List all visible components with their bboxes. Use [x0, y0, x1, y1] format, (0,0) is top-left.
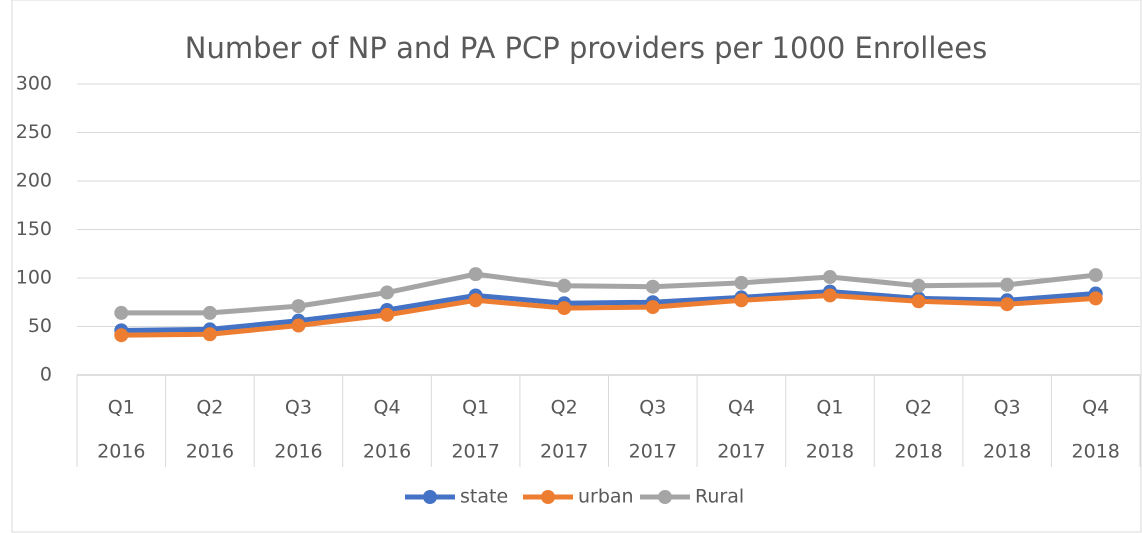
data-point [1088, 268, 1103, 283]
data-point [291, 299, 306, 314]
data-point [202, 305, 217, 320]
data-point [291, 318, 306, 333]
x-tick-label: 2017 [629, 441, 677, 463]
y-tick-label: 200 [16, 170, 52, 192]
legend-label: state [460, 486, 508, 508]
data-point [380, 307, 395, 322]
y-tick-label: 100 [16, 267, 52, 289]
data-point [911, 294, 926, 309]
x-tick-label: Q1 [816, 397, 843, 419]
series-line [121, 271, 1096, 316]
data-point [114, 305, 129, 320]
data-point [380, 285, 395, 300]
x-tick-label: Q3 [994, 397, 1021, 419]
x-tick-label: 2018 [894, 441, 942, 463]
x-tick-label: Q2 [196, 397, 223, 419]
x-tick-label: Q1 [108, 397, 135, 419]
data-point [1088, 291, 1103, 306]
x-tick-label: 2017 [717, 441, 765, 463]
x-tick-label: 2016 [186, 441, 234, 463]
series-line [121, 289, 1096, 333]
x-tick-label: Q2 [905, 397, 932, 419]
data-point [645, 279, 660, 294]
x-tick-label: Q3 [285, 397, 312, 419]
x-tick-label: 2018 [1072, 441, 1120, 463]
y-tick-label: 250 [16, 121, 52, 143]
x-tick-label: Q1 [462, 397, 489, 419]
legend-label: Rural [695, 486, 744, 508]
y-tick-label: 300 [16, 73, 52, 95]
data-point [1000, 297, 1015, 312]
data-point [557, 278, 572, 293]
data-point [734, 293, 749, 308]
data-point [557, 301, 572, 316]
x-tick-label: 2018 [806, 441, 854, 463]
data-point [202, 327, 217, 342]
chart-border [11, 0, 1142, 533]
x-tick-label: Q4 [374, 397, 401, 419]
y-tick-label: 150 [16, 218, 52, 240]
legend-marker [541, 490, 555, 504]
series-line [121, 292, 1096, 338]
x-tick-label: 2016 [363, 441, 411, 463]
chart-title: Number of NP and PA PCP providers per 10… [185, 31, 987, 65]
data-point [734, 275, 749, 290]
y-tick-label: 0 [40, 364, 52, 386]
x-tick-label: 2016 [274, 441, 322, 463]
x-tick-label: 2017 [451, 441, 499, 463]
data-point [822, 288, 837, 303]
x-tick-label: Q4 [728, 397, 755, 419]
x-tick-label: 2016 [97, 441, 145, 463]
x-tick-label: Q4 [1082, 397, 1109, 419]
data-point [822, 270, 837, 285]
x-tick-label: 2018 [983, 441, 1031, 463]
x-tick-label: Q2 [551, 397, 578, 419]
data-point [1000, 277, 1015, 292]
x-tick-label: Q3 [639, 397, 666, 419]
legend-marker [423, 490, 437, 504]
data-point [645, 300, 660, 315]
data-point [468, 267, 483, 282]
data-point [114, 328, 129, 343]
data-point [468, 293, 483, 308]
y-tick-label: 50 [28, 315, 52, 337]
legend-label: urban [578, 486, 634, 508]
legend-marker [658, 490, 672, 504]
x-tick-label: 2017 [540, 441, 588, 463]
data-point [911, 278, 926, 293]
